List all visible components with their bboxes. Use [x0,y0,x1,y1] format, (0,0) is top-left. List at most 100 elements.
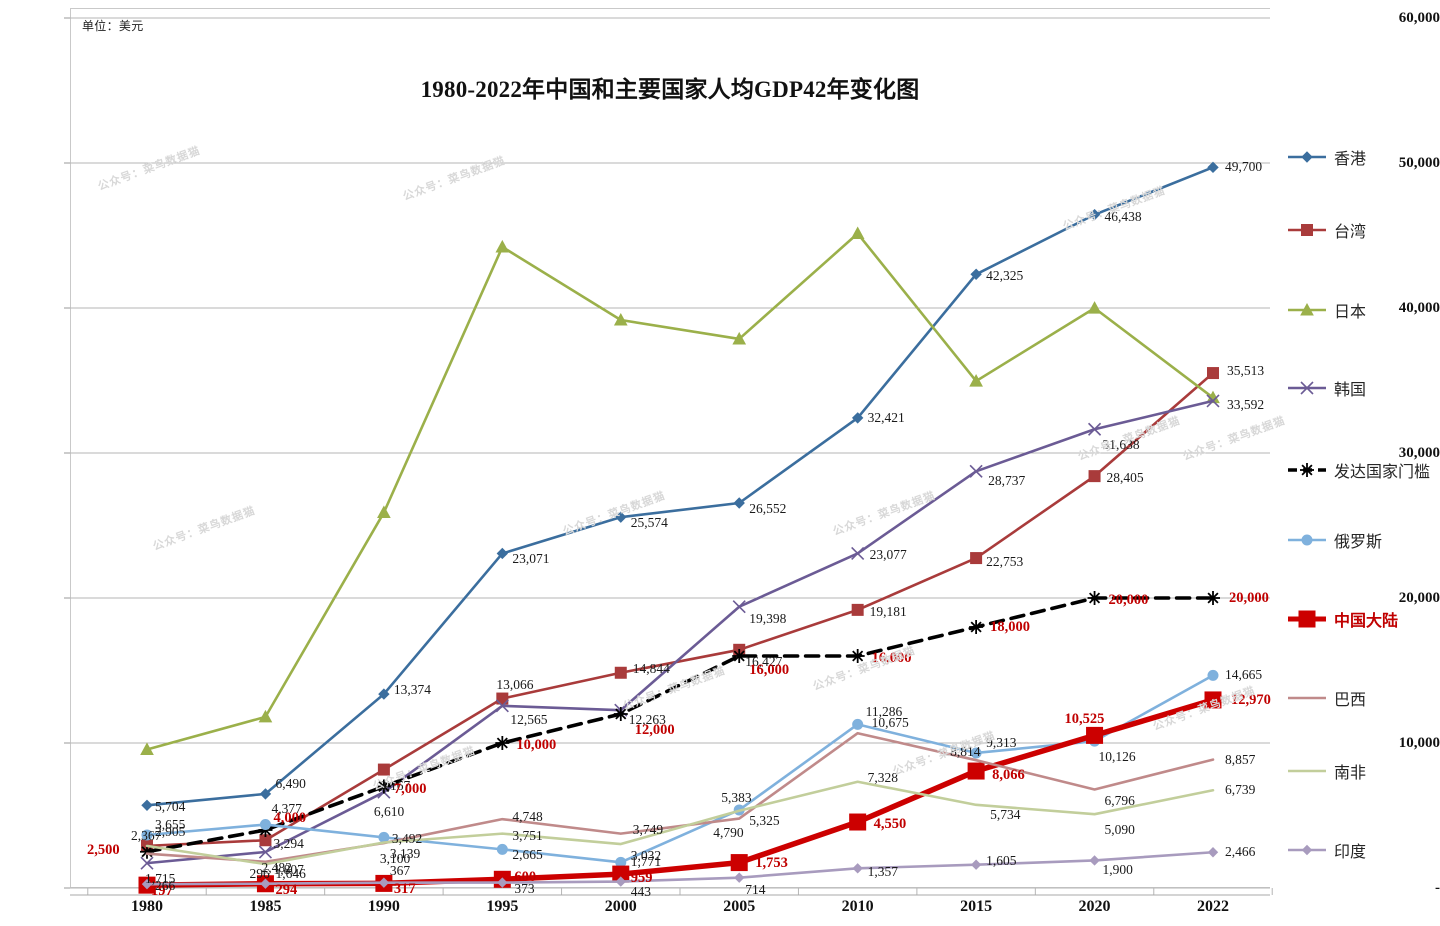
data-point-label: 714 [745,881,766,897]
legend-label: 巴西 [1334,692,1367,709]
legend-swatch-icon [1288,224,1326,236]
data-point-label: 23,071 [512,551,550,567]
data-point-label: 5,325 [749,812,780,828]
legend-label: 南非 [1334,765,1367,782]
legend-label: 台湾 [1334,224,1367,241]
data-point-label: 8,814 [950,744,981,760]
legend-item-7[interactable]: 巴西 [1286,686,1366,710]
data-point-label: 20,000 [1229,590,1269,606]
legend-item-9[interactable]: 印度 [1286,838,1366,862]
data-point-label: 1,807 [273,861,304,877]
data-point-label: 13,374 [393,682,431,698]
data-point-label: 2,905 [155,823,186,839]
data-point-label: 1,715 [145,871,176,887]
x-tick-label: 2020 [1078,898,1111,915]
x-tick-label: 1980 [131,898,163,915]
legend-item-2[interactable]: 日本 [1286,298,1366,322]
data-point-label: 28,737 [988,473,1026,489]
legend-swatch-icon [1288,302,1326,316]
data-point-label: 32,421 [867,409,905,425]
series-4 [140,591,1220,859]
data-point-label: 16,000 [749,662,790,678]
y-tick-label: - [1435,880,1440,896]
data-point-label: 1,753 [755,854,788,871]
data-point-label: 10,000 [516,737,557,753]
data-point-label: 5,704 [155,799,186,815]
unit-note: 单位：美元 [82,19,144,33]
data-point-label: 1,357 [867,864,899,880]
data-point-label: 1,605 [986,852,1017,868]
data-point-label: 443 [630,883,652,899]
legend-label: 发达国家门槛 [1334,464,1431,481]
legend-item-8[interactable]: 南非 [1286,759,1366,783]
data-point-label: 33,592 [1227,396,1265,412]
data-point-label: 600 [514,869,537,886]
legend-swatch-icon [1288,381,1326,395]
data-point-label: 6,796 [1104,793,1135,809]
data-point-label: 7,328 [867,769,899,785]
data-point-label: 3,751 [512,827,543,843]
y-tick-label: 30,000 [1398,445,1440,461]
data-point-label: 2,500 [87,841,120,858]
data-point-label: 2,367 [131,827,162,843]
legend-item-5[interactable]: 俄罗斯 [1286,528,1382,552]
data-point-label: 2,466 [1225,844,1256,860]
legend-label: 俄罗斯 [1334,534,1383,551]
data-point-label: 8,857 [1225,751,1256,767]
data-point-label: 373 [514,880,535,896]
data-point-label: 317 [393,881,416,898]
data-point-label: 8,066 [992,767,1025,784]
data-point-label: 3,749 [632,821,664,837]
data-point-label: 28,405 [1106,470,1144,486]
legend-item-6[interactable]: 中国大陆 [1286,607,1398,631]
data-point-label: 12,000 [634,722,675,738]
series-layer [138,161,1222,894]
data-point-label: 42,325 [986,268,1024,284]
legend-swatch-icon [1288,844,1326,856]
x-tick-label: 1985 [249,898,282,915]
series-7 [145,731,1215,864]
legend-swatch-icon [1288,769,1326,773]
legend-swatch-icon [1288,151,1326,163]
data-point-label: 16,427 [745,653,783,669]
data-point-label: 2,482 [261,860,292,875]
data-point-label: 20,000 [1108,592,1149,608]
data-point-label: 294 [275,881,298,898]
series-5 [141,669,1219,868]
data-point-label: 23,077 [869,547,907,563]
x-tick-label: 2010 [841,898,874,915]
legend-item-0[interactable]: 香港 [1286,145,1366,169]
legend-label: 香港 [1334,151,1367,168]
data-point-label: 14,665 [1225,667,1263,683]
series-3 [140,394,1220,870]
legend-label: 日本 [1334,304,1367,321]
legend-swatch-icon [1288,534,1326,546]
legend-item-1[interactable]: 台湾 [1286,218,1366,242]
data-point-label: 4,550 [873,816,907,833]
legend-label: 印度 [1334,844,1367,861]
data-point-label: 3,294 [273,836,304,852]
data-point-label: 11,286 [865,704,903,720]
data-point-label: 12,263 [628,712,666,728]
data-point-label: 3,655 [155,817,186,832]
data-point-label: 10,126 [1098,749,1136,765]
x-tick-label: 1990 [367,898,400,915]
data-point-label: 296 [249,865,270,881]
y-tick-label: 60,000 [1398,10,1440,26]
chart-legend: 香港台湾日本韩国发达国家门槛 俄罗斯中国大陆巴西南非印度 [1286,0,1440,926]
data-point-label: 5,090 [1104,822,1135,838]
data-point-label: 4,000 [273,810,307,826]
y-tick-label: 20,000 [1398,590,1440,606]
data-point-label: 6,490 [275,775,306,791]
series-8 [145,780,1215,866]
data-point-label: 197 [151,883,173,900]
legend-item-3[interactable]: 韩国 [1286,376,1366,400]
legend-item-4[interactable]: 发达国家门槛 [1286,458,1430,482]
data-point-label: 2,665 [512,847,543,863]
legend-label: 中国大陆 [1334,613,1399,630]
data-point-label: 4,748 [512,809,543,825]
data-point-label: 12,565 [510,711,548,727]
data-point-label: 22,753 [986,554,1024,570]
legend-swatch-icon [1288,463,1326,477]
